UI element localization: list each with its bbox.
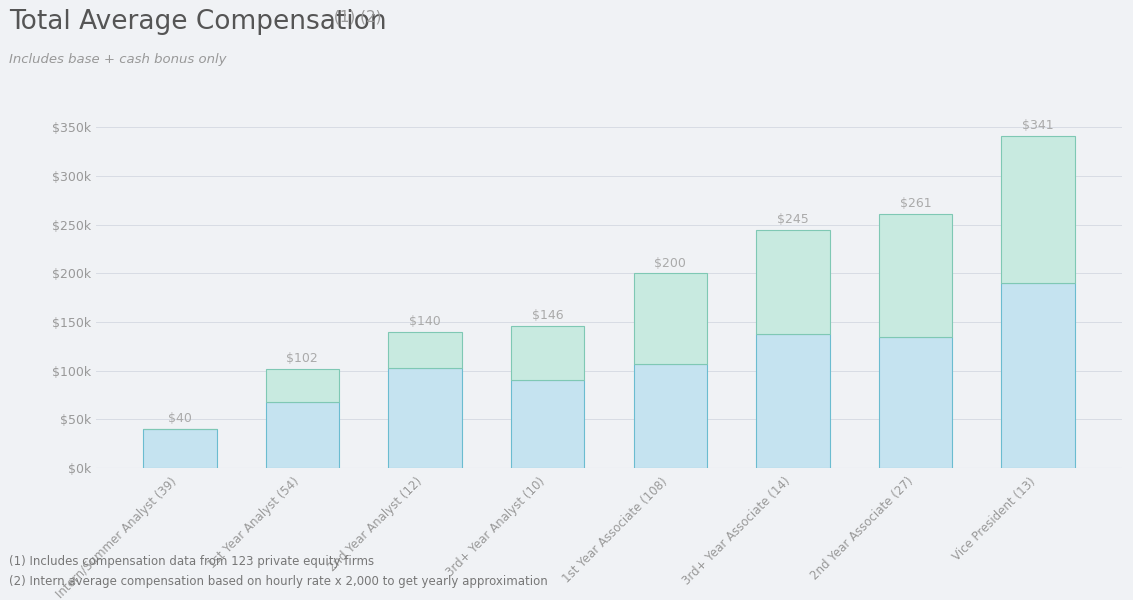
Bar [1002,136,1075,283]
Bar [265,402,339,468]
Bar [633,364,707,468]
Bar [389,368,462,468]
Text: $245: $245 [777,213,809,226]
Text: $40: $40 [168,412,191,425]
Bar [389,332,462,368]
Text: $146: $146 [531,309,563,322]
Bar [879,214,953,337]
Text: $200: $200 [655,257,687,269]
Bar [511,326,585,380]
Text: $102: $102 [287,352,318,365]
Bar [511,380,585,468]
Text: $261: $261 [900,197,931,210]
Text: Total Average Compensation: Total Average Compensation [9,9,386,35]
Bar [879,337,953,468]
Bar [265,369,339,402]
Bar [756,334,829,468]
Bar [756,230,829,334]
Text: (2) Intern average compensation based on hourly rate x 2,000 to get yearly appro: (2) Intern average compensation based on… [9,575,548,588]
Text: (1) Includes compensation data from 123 private equity firms: (1) Includes compensation data from 123 … [9,555,374,568]
Bar [633,274,707,364]
Text: (1) (2): (1) (2) [329,9,381,24]
Text: $140: $140 [409,315,441,328]
Bar [1002,283,1075,468]
Text: Includes base + cash bonus only: Includes base + cash bonus only [9,53,227,66]
Text: $341: $341 [1022,119,1054,133]
Bar [143,429,216,468]
